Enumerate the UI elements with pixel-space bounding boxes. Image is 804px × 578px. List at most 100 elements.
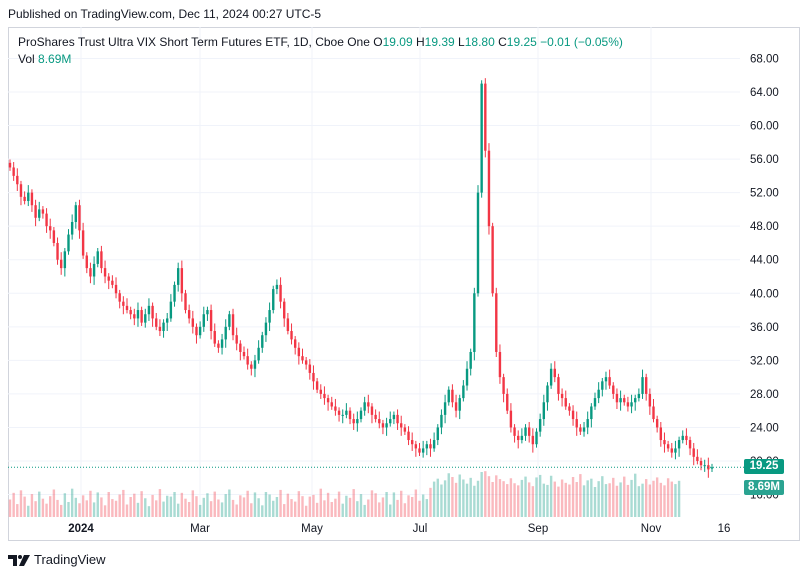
y-tick-label: 56.00 <box>750 154 779 166</box>
volume-bar <box>586 480 589 517</box>
candle-body <box>491 226 494 294</box>
candle-body <box>352 419 355 424</box>
candle-body <box>421 448 425 453</box>
volume-bar <box>89 490 92 517</box>
candle-body <box>637 393 641 399</box>
candle-body <box>304 360 308 365</box>
candle-body <box>458 398 461 411</box>
volume-bar <box>297 491 301 517</box>
candle-body <box>334 406 337 411</box>
y-tick-label: 64.00 <box>750 87 779 99</box>
volume-bar <box>74 497 78 517</box>
last-price-badge: 19.25 <box>744 459 784 474</box>
candle-body <box>531 435 535 445</box>
volume-bar <box>454 482 458 517</box>
candle-body <box>473 293 476 352</box>
y-tick-label: 48.00 <box>750 221 779 233</box>
candle-body <box>480 83 483 193</box>
candle-body <box>410 440 414 445</box>
candle-body <box>297 347 301 357</box>
volume-bar <box>593 487 597 517</box>
volume-bar <box>213 491 216 517</box>
volume-bar <box>604 484 608 517</box>
candle-body <box>597 389 600 399</box>
volume-bar <box>495 475 498 517</box>
candle-body <box>206 310 209 315</box>
candle-body <box>184 293 187 311</box>
volume-bar <box>666 478 670 517</box>
volume-bar <box>114 500 118 517</box>
volume-bar <box>407 495 410 517</box>
candle-body <box>590 406 593 420</box>
candle-body <box>601 381 604 390</box>
volume-bar <box>447 473 450 517</box>
candle-body <box>652 406 655 420</box>
volume-bar <box>513 483 516 517</box>
candle-body <box>454 402 458 411</box>
volume-bar <box>626 484 630 517</box>
volume-bar <box>396 499 399 517</box>
candle-body <box>246 356 249 365</box>
y-tick-label: 28.00 <box>750 389 779 401</box>
candle-body <box>666 444 670 449</box>
candle-body <box>129 310 132 315</box>
candle-body <box>396 414 399 424</box>
volume-bar <box>641 483 644 517</box>
chart-frame <box>8 27 800 541</box>
volume-bar <box>286 493 290 517</box>
volume-bar <box>341 503 344 517</box>
candle-body <box>96 251 99 264</box>
volume-bar <box>484 471 487 517</box>
volume-bar <box>634 473 637 517</box>
published-info: Published on TradingView.com, Dec 11, 20… <box>8 7 322 21</box>
candle-body <box>173 284 176 302</box>
candle-body <box>367 402 370 407</box>
candle-body <box>517 435 520 441</box>
volume-bar <box>198 504 202 517</box>
candle-body <box>242 351 246 357</box>
volume-bar <box>103 505 107 517</box>
tradingview-brand[interactable]: TradingView <box>8 552 106 567</box>
volume-bar <box>663 485 666 517</box>
volume-bar <box>345 495 348 517</box>
candle-body <box>38 209 41 218</box>
volume-bar <box>535 477 538 517</box>
candle-body <box>696 456 699 461</box>
candle-body <box>359 410 363 420</box>
candle-body <box>374 414 377 420</box>
candle-body <box>81 230 85 256</box>
candle-body <box>151 305 154 319</box>
candle-body <box>315 381 319 390</box>
y-tick-label: 40.00 <box>750 288 779 300</box>
candle-body <box>34 205 37 218</box>
volume-bar <box>385 492 388 517</box>
volume-bar <box>538 474 542 517</box>
candle-body <box>308 364 312 373</box>
volume-bar <box>184 498 187 517</box>
volume-bar <box>187 502 191 517</box>
volume-bar <box>125 504 129 517</box>
y-tick-label: 68.00 <box>750 53 779 65</box>
candle-body <box>275 284 279 290</box>
volume-bar <box>648 484 652 517</box>
candle-body <box>615 393 619 403</box>
volume-bar <box>96 492 99 517</box>
volume-bar <box>38 491 41 517</box>
price-chart[interactable]: 68.00 64.00 60.00 56.00 52.00 48.00 44.00 40.00… <box>8 27 800 541</box>
candle-body <box>345 410 348 415</box>
volume-bar <box>166 495 169 517</box>
candle-body <box>593 398 597 407</box>
candle-body <box>272 289 275 311</box>
open-value: 19.09 <box>382 35 413 49</box>
volume-bar <box>323 500 326 517</box>
volume-bar <box>429 487 432 517</box>
volume-bar <box>414 489 418 517</box>
volume-bar <box>224 494 227 517</box>
candle-body <box>187 310 191 319</box>
volume-bar <box>644 479 648 517</box>
candle-body <box>49 226 52 231</box>
candle-body <box>502 377 505 394</box>
volume-bar <box>392 492 396 517</box>
candle-body <box>612 385 615 394</box>
y-tick-label: 60.00 <box>750 121 779 133</box>
